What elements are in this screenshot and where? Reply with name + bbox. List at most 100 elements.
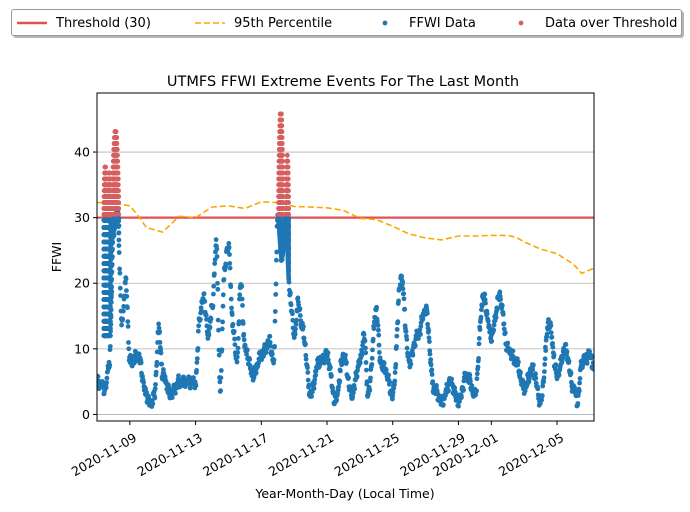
ffwi-point [424, 310, 430, 316]
ffwi-point [226, 245, 232, 250]
over-threshold-point [116, 212, 122, 217]
over-threshold-point [280, 176, 286, 182]
ffwi-point [126, 346, 132, 352]
ffwi-point [522, 388, 528, 394]
ffwi-point [361, 332, 367, 337]
ffwi-point [560, 355, 566, 361]
ffwi-point [126, 340, 131, 345]
ffwi-point [306, 382, 312, 388]
ffwi-point [426, 335, 432, 341]
ffwi-point [551, 352, 557, 358]
legend: Threshold (30) 95th Percentile FFWI Data… [11, 9, 682, 36]
ffwi-point [493, 315, 499, 321]
x-tick-label: 2020-11-25 [332, 430, 402, 479]
ffwi-point [196, 323, 202, 329]
ffwi-point [344, 360, 349, 365]
ffwi-point [476, 341, 482, 347]
ffwi-point [288, 302, 294, 308]
ffwi-point [505, 340, 511, 346]
ffwi-point [286, 275, 292, 281]
ffwi-point [117, 270, 123, 276]
ffwi-point [234, 354, 240, 360]
ffwi-point [566, 358, 572, 364]
ffwi-point [253, 370, 259, 376]
over-threshold-point [280, 152, 285, 158]
ffwi-point [207, 325, 213, 330]
legend-label-percentile: 95th Percentile [234, 15, 333, 31]
ffwi-point [429, 372, 435, 377]
ffwi-point [118, 293, 123, 298]
ffwi-point [290, 311, 295, 317]
over-threshold-point [285, 170, 291, 176]
ffwi-point [369, 362, 375, 367]
ffwi-point [104, 375, 110, 381]
ffwi-point [157, 340, 163, 345]
ffwi-point [286, 260, 292, 266]
y-tick-label: 40 [74, 145, 90, 160]
ffwi-point [312, 377, 318, 383]
ffwi-point [123, 276, 129, 282]
ffwi-point [367, 388, 373, 393]
ffwi-point [263, 350, 269, 355]
ffwi-point [404, 337, 410, 342]
ffwi-point [217, 379, 223, 385]
ffwi-point [591, 361, 594, 367]
ffwi-point [124, 288, 129, 293]
ffwi-point [244, 347, 250, 353]
ffwi-point [429, 367, 435, 373]
ffwi-point [121, 308, 126, 314]
ffwi-point [309, 389, 315, 395]
ffwi-point [274, 257, 279, 263]
ffwi-point [564, 349, 570, 355]
legend-label-threshold: Threshold (30) [56, 15, 151, 31]
ffwi-point [109, 254, 115, 259]
ffwi-point [418, 331, 423, 337]
ffwi-point [157, 329, 163, 334]
ffwi-point [479, 303, 485, 309]
over-threshold-point [114, 135, 120, 141]
ffwi-point [158, 350, 164, 356]
ffwi-point [272, 318, 278, 324]
over-threshold-point [116, 194, 122, 200]
ffwi-point [228, 296, 234, 302]
over-threshold-point [279, 123, 285, 129]
ffwi-point [535, 386, 541, 392]
ffwi-point [401, 296, 407, 302]
ffwi-point [370, 336, 376, 342]
ffwi-point [154, 349, 160, 355]
ffwi-point [286, 217, 292, 223]
ffwi-point [292, 331, 298, 337]
ffwi-point [220, 319, 226, 325]
ffwi-point [584, 361, 590, 366]
y-axis-label: FFWI [49, 242, 64, 272]
ffwi-point [125, 319, 131, 324]
ffwi-point [305, 370, 311, 375]
ffwi-point [575, 401, 581, 406]
ffwi-point [305, 377, 311, 383]
ffwi-point [434, 383, 439, 388]
ffwi-point [195, 346, 201, 351]
ffwi-point [214, 254, 220, 259]
over-threshold-point [114, 147, 120, 152]
ffwi-point [502, 330, 508, 336]
ffwi-point [346, 375, 351, 381]
over-threshold-point [116, 188, 121, 194]
ffwi-point [116, 250, 122, 255]
ffwi-point [201, 291, 207, 296]
legend-item-ffwi: FFWI Data [370, 14, 476, 32]
ffwi-point [491, 322, 497, 328]
ffwi-point [539, 393, 545, 399]
ffwi-point [232, 336, 238, 342]
ffwi-point [125, 305, 130, 311]
ffwi-point [482, 291, 488, 297]
ffwi-point [591, 367, 594, 372]
over-threshold-point [115, 152, 120, 158]
ffwi-point [141, 380, 147, 385]
ffwi-point [589, 353, 594, 359]
ffwi-point [408, 361, 414, 367]
ffwi-point [97, 374, 101, 379]
ffwi-point [237, 292, 243, 298]
ffwi-point [350, 394, 356, 400]
ffwi-point [104, 380, 109, 385]
ffwi-point [213, 237, 219, 243]
